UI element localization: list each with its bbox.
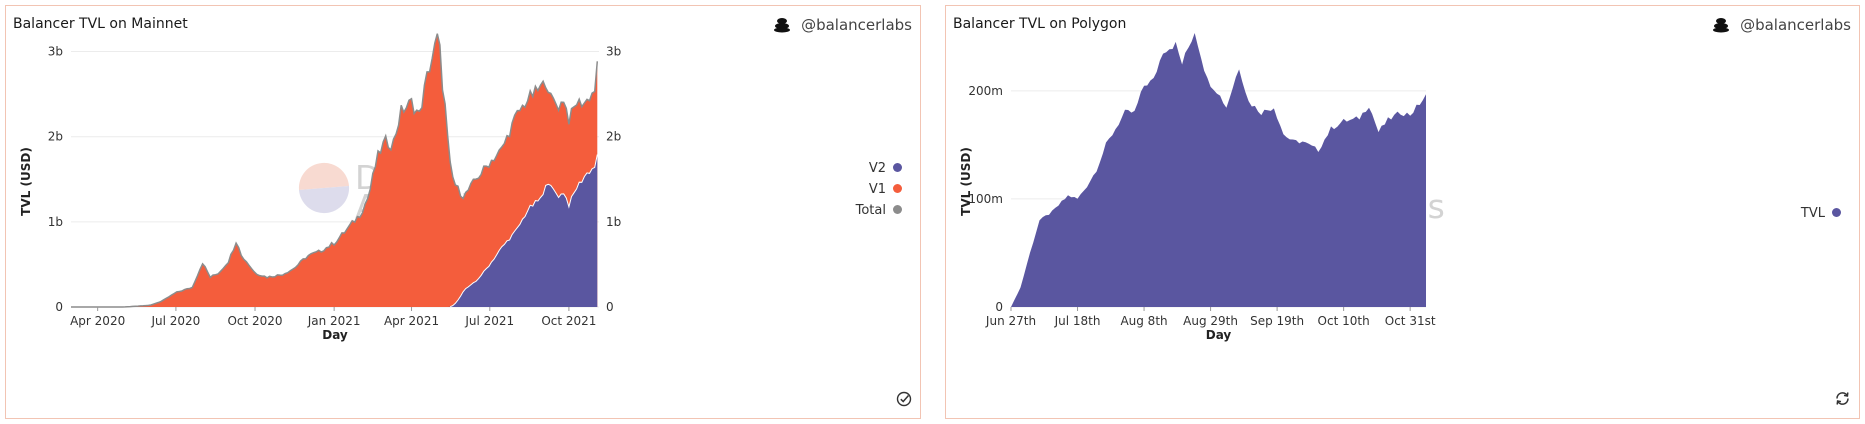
x-tick-label: Oct 10th: [1318, 314, 1370, 328]
x-tick-label: Jun 27th: [985, 314, 1036, 328]
legend-label: TVL: [1800, 206, 1825, 221]
x-tick-label: Aug 29th: [1183, 314, 1238, 328]
y-right-tick-label: 0: [606, 300, 614, 314]
legend-item[interactable]: Total: [856, 200, 902, 221]
y-axis-label: TVL (USD): [959, 147, 973, 216]
chart-panel-mainnet: Balancer TVL on Mainnet @balancerlabs 0 0…: [5, 5, 921, 419]
legend-swatch: [893, 163, 902, 172]
y-axis-label: TVL (USD): [19, 147, 33, 216]
dune-logo-icon: [773, 17, 791, 37]
x-tick-label: Apr 2021: [384, 314, 439, 328]
chart-legend: TVL: [1801, 203, 1841, 224]
series-area-v1: [71, 33, 598, 307]
chart-legend: V2 V1 Total: [856, 158, 902, 221]
series-edge-v2: [450, 154, 598, 308]
series-line-total: [71, 33, 599, 308]
legend-swatch: [1832, 208, 1841, 217]
watermark-logo-bottom: [299, 186, 350, 214]
y-tick-label: 200m: [968, 84, 1003, 98]
x-tick-label: Jul 2021: [464, 314, 514, 328]
dune-logo-icon: [1712, 17, 1730, 37]
chart-title: Balancer TVL on Polygon: [953, 16, 1127, 32]
legend-item[interactable]: TVL: [1801, 203, 1841, 224]
y-tick-label: 3b: [48, 45, 63, 59]
watermark-logo-top: [298, 162, 349, 190]
x-tick-label: Oct 31st: [1385, 314, 1436, 328]
x-axis-label: Day: [322, 328, 348, 342]
x-tick-label: Jul 18th: [1054, 314, 1101, 328]
x-tick-label: Oct 2020: [227, 314, 282, 328]
refresh-icon[interactable]: [1834, 390, 1851, 411]
legend-item[interactable]: V1: [856, 179, 902, 200]
series-area-tvl: [1011, 33, 1426, 307]
y-right-tick-label: 2b: [606, 130, 621, 144]
x-tick-label: Oct 2021: [541, 314, 596, 328]
legend-label: Total: [855, 203, 886, 218]
series-area-v2: [71, 154, 598, 307]
y-tick-label: 0: [55, 300, 63, 314]
brand-handle: @balancerlabs: [1740, 16, 1851, 34]
chart-panel-polygon: Balancer TVL on Polygon @balancerlabs 0 1…: [945, 5, 1860, 419]
chart-title: Balancer TVL on Mainnet: [13, 16, 188, 32]
y-right-tick-label: 1b: [606, 215, 621, 229]
legend-label: V2: [868, 161, 886, 176]
brand-link[interactable]: @balancerlabs: [773, 16, 912, 37]
y-tick-label: 100m: [968, 192, 1003, 206]
legend-swatch: [893, 205, 902, 214]
legend-swatch: [893, 184, 902, 193]
x-tick-label: Jan 2021: [307, 314, 361, 328]
x-axis-label: Day: [1206, 328, 1232, 342]
y-tick-label: 1b: [48, 215, 63, 229]
x-tick-label: Sep 19th: [1250, 314, 1304, 328]
check-circle-icon[interactable]: [896, 391, 912, 411]
x-tick-label: Aug 8th: [1120, 314, 1167, 328]
legend-label: V1: [868, 182, 886, 197]
x-tick-label: Apr 2020: [70, 314, 125, 328]
brand-handle: @balancerlabs: [801, 16, 912, 34]
y-tick-label: 0: [995, 300, 1003, 314]
brand-link[interactable]: @balancerlabs: [1712, 16, 1851, 37]
y-tick-label: 2b: [48, 130, 63, 144]
x-tick-label: Jul 2020: [150, 314, 200, 328]
y-right-tick-label: 3b: [606, 45, 621, 59]
legend-item[interactable]: V2: [856, 158, 902, 179]
